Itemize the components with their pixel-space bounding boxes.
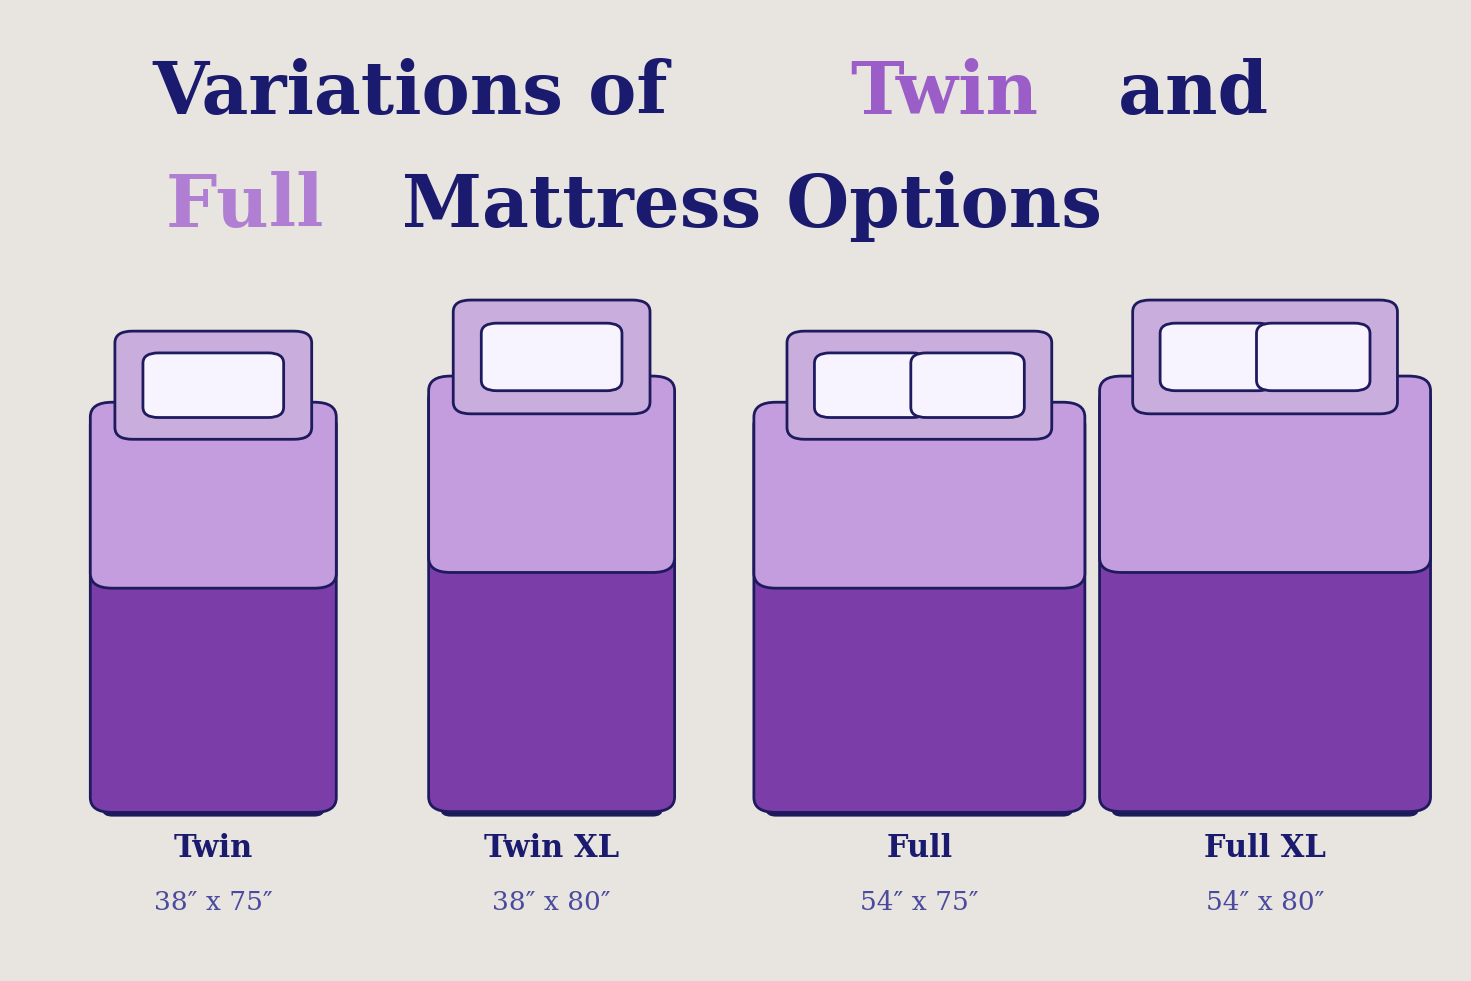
FancyBboxPatch shape [1133,300,1397,414]
Text: 38″ x 80″: 38″ x 80″ [493,890,610,915]
FancyBboxPatch shape [115,332,312,439]
FancyBboxPatch shape [1099,376,1430,573]
FancyBboxPatch shape [753,402,1084,589]
FancyBboxPatch shape [1112,760,1418,815]
Text: Full: Full [166,171,349,241]
Text: and: and [1093,58,1268,129]
FancyBboxPatch shape [815,353,928,418]
Text: Twin: Twin [850,58,1039,129]
FancyBboxPatch shape [90,411,337,812]
Text: Twin: Twin [174,833,253,864]
Text: Full: Full [887,833,952,864]
Text: Mattress Options: Mattress Options [402,171,1102,241]
Text: 54″ x 80″: 54″ x 80″ [1206,890,1324,915]
FancyBboxPatch shape [481,323,622,390]
Text: Full XL: Full XL [1205,833,1325,864]
FancyBboxPatch shape [768,763,1071,815]
FancyBboxPatch shape [453,300,650,414]
Text: 54″ x 75″: 54″ x 75″ [861,890,978,915]
FancyBboxPatch shape [1099,386,1430,811]
FancyBboxPatch shape [753,411,1084,812]
Text: 38″ x 75″: 38″ x 75″ [154,890,272,915]
FancyBboxPatch shape [428,386,675,811]
FancyBboxPatch shape [911,353,1024,418]
FancyBboxPatch shape [1256,323,1370,390]
FancyBboxPatch shape [441,760,662,815]
Text: Variations of: Variations of [153,58,693,129]
FancyBboxPatch shape [1161,323,1274,390]
FancyBboxPatch shape [103,763,324,815]
Text: Twin XL: Twin XL [484,833,619,864]
FancyBboxPatch shape [143,353,284,418]
FancyBboxPatch shape [787,332,1052,439]
FancyBboxPatch shape [90,402,337,589]
FancyBboxPatch shape [428,376,675,573]
